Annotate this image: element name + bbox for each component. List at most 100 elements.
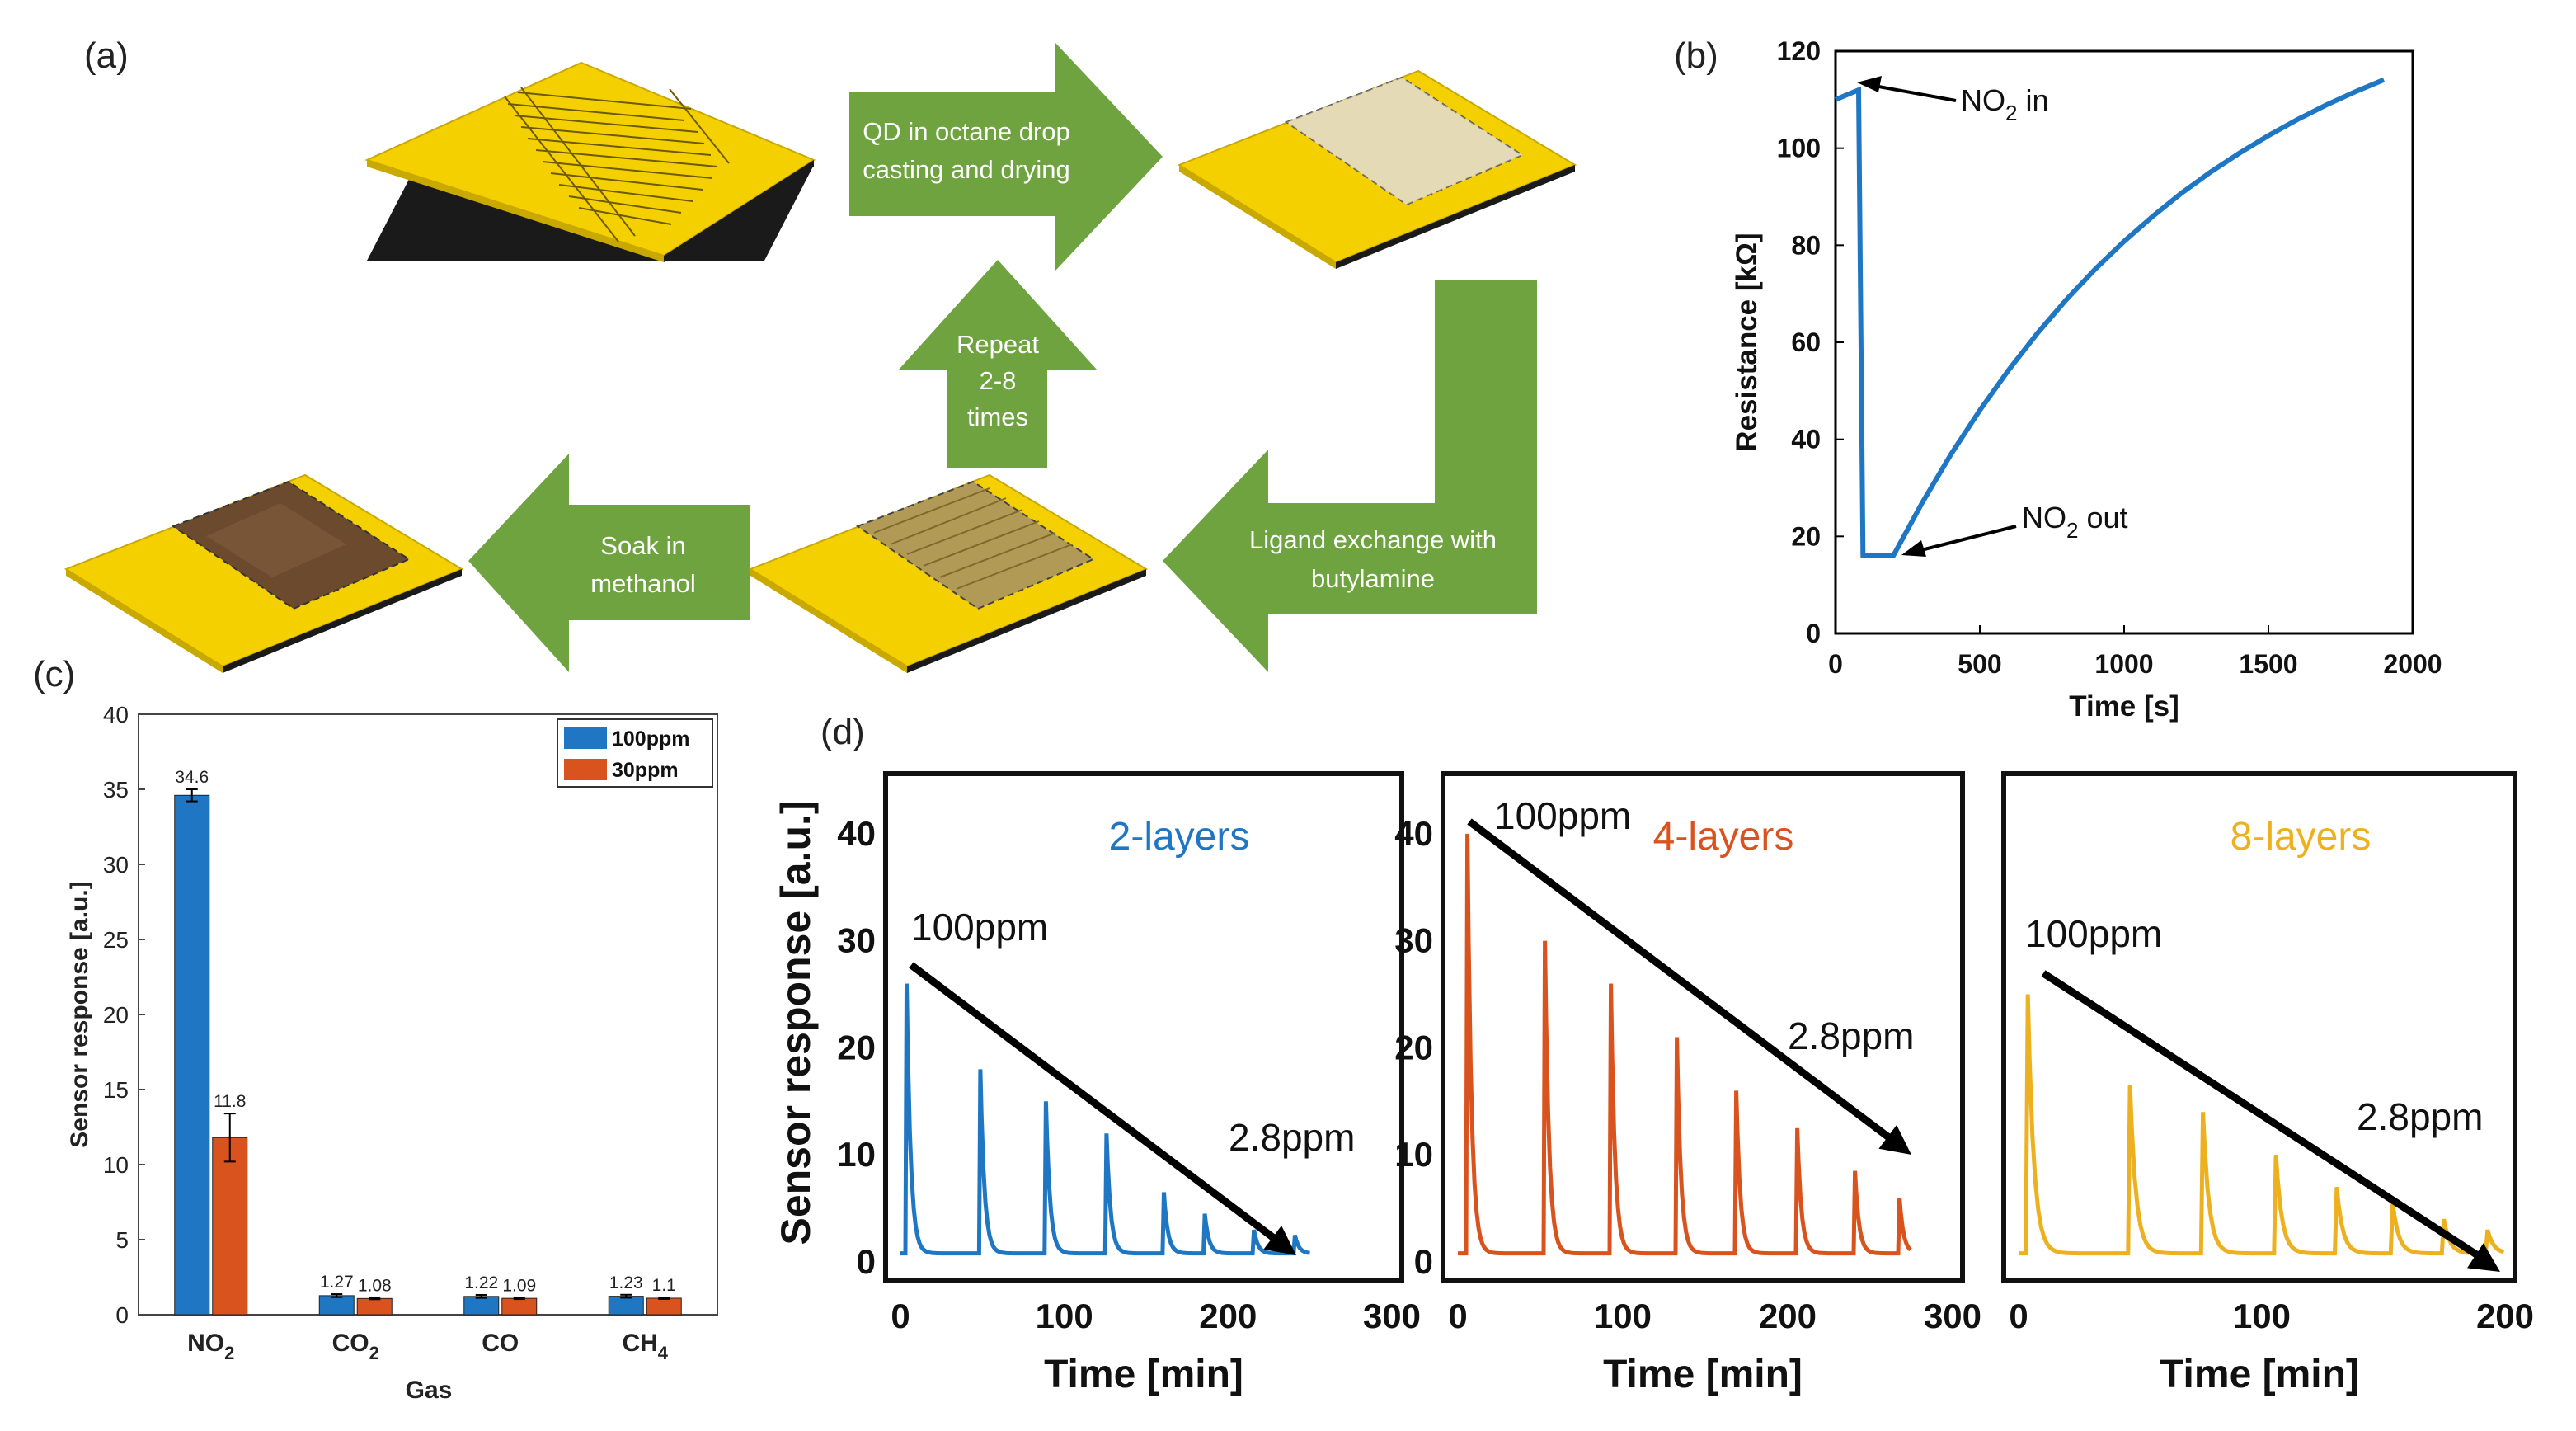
y-tick-label-b: 120	[1777, 36, 1821, 66]
no2-out-main: NO	[2022, 501, 2066, 534]
layer-label: 8-layers	[2230, 815, 2372, 859]
y-tick-label-b: 40	[1791, 425, 1821, 454]
x-tick-label-d: 100	[1594, 1297, 1652, 1335]
x-axis-label-c: Gas	[406, 1377, 453, 1404]
arrow-left-icon: Soak in methanol	[468, 454, 750, 672]
start-label: 100ppm	[2025, 912, 2162, 955]
data-label: 1.22	[464, 1273, 498, 1292]
legend-swatch-100ppm	[564, 727, 607, 749]
bar-100ppm-CH4	[608, 1296, 644, 1316]
error-bar	[223, 1113, 236, 1163]
no2-in-rest: in	[2017, 83, 2048, 117]
y-tick-label-c: 30	[103, 852, 129, 878]
resistance-line	[1834, 77, 2386, 558]
x-tick-label-d: 200	[2476, 1297, 2534, 1335]
y-tick-label-d: 40	[1394, 814, 1433, 853]
x-tick-label-d: 200	[1759, 1297, 1817, 1335]
y-tick-label-d: 0	[1414, 1242, 1433, 1281]
bar-30ppm-CO2	[356, 1297, 393, 1316]
y-tick-label-d: 30	[1394, 921, 1433, 960]
step2-line2: butylamine	[1311, 564, 1435, 593]
trend-arrow	[909, 962, 1284, 1247]
x-axis-label-d: Time [min]	[1044, 1353, 1243, 1396]
error-bar	[658, 1297, 670, 1300]
arrow-up-icon: Repeat 2-8 times	[899, 260, 1097, 468]
response-line	[900, 983, 1310, 1256]
error-bar	[475, 1293, 487, 1299]
annotation-no2-out: NO2 out	[1901, 501, 2128, 557]
x-tick-label-b: 2000	[2383, 649, 2442, 679]
trend-arrow	[1467, 818, 1899, 1146]
bar-30ppm-CH4	[646, 1297, 682, 1316]
data-label: 1.09	[502, 1276, 536, 1295]
data-label: 1.23	[609, 1273, 643, 1292]
plot-frame-d	[1441, 771, 1965, 1283]
panel-label-a: (a)	[84, 35, 129, 76]
sensor-chip-qd-icon	[1177, 69, 1577, 269]
y-tick-label-b: 80	[1791, 230, 1821, 260]
x-axis-label-b: Time [s]	[2069, 690, 2179, 723]
sensor-chip-bare-icon	[364, 61, 816, 262]
no2-out-rest: out	[2078, 501, 2127, 534]
y-tick-label-c: 5	[115, 1227, 129, 1253]
x-tick-label-b: 1500	[2239, 649, 2297, 679]
step3-line2: 2-8	[980, 366, 1017, 395]
end-label: 2.8ppm	[1788, 1014, 1914, 1057]
no2-out-sub: 2	[2066, 518, 2078, 543]
trend-arrowhead	[1263, 1225, 1296, 1255]
step3-line1: Repeat	[957, 330, 1039, 359]
response-line	[1458, 833, 1912, 1256]
y-tick-label-b: 100	[1777, 134, 1821, 163]
panel-label-b: (b)	[1674, 35, 1718, 76]
no2-in-sub: 2	[2005, 101, 2017, 125]
layer-label: 2-layers	[1109, 815, 1250, 859]
error-bar	[331, 1293, 343, 1298]
y-tick-label-d: 0	[857, 1242, 876, 1281]
x-tick-label-b: 1000	[2094, 649, 2153, 679]
y-tick-label-c: 35	[103, 777, 129, 803]
x-tick-label-d: 300	[1924, 1297, 1981, 1335]
bar-30ppm-CO	[501, 1297, 538, 1316]
data-label: 1.1	[652, 1276, 676, 1295]
y-tick-label-c: 20	[103, 1002, 129, 1028]
step1-line2: casting and drying	[863, 155, 1070, 184]
x-tick-label-d: 100	[1036, 1297, 1093, 1335]
svg-text:NO2 in: NO2 in	[1961, 83, 2049, 125]
arrow-right-icon: QD in octane drop casting and drying	[849, 43, 1163, 271]
category-labels-c: NO2 CO2 CO CH4	[187, 1330, 669, 1363]
bar-30ppm-NO2	[212, 1137, 248, 1316]
x-tick-label-d: 100	[2233, 1297, 2291, 1335]
legend-c: 100ppm 30ppm	[557, 718, 713, 788]
step3-line3: times	[967, 402, 1028, 431]
no2-in-main: NO	[1961, 83, 2005, 117]
y-tick-label-d: 20	[1394, 1028, 1433, 1066]
y-tick-label-d: 40	[837, 814, 876, 853]
bar-100ppm-CO2	[318, 1295, 355, 1316]
x-axis-label-d: Time [min]	[1603, 1353, 1803, 1396]
data-label: 1.08	[358, 1276, 392, 1295]
x-tick-label-b: 500	[1958, 649, 2001, 679]
y-tick-label-b: 20	[1791, 521, 1821, 551]
y-tick-label-c: 15	[103, 1077, 129, 1103]
legend-label-100ppm: 100ppm	[612, 727, 689, 751]
category-label: CO2	[332, 1330, 379, 1363]
panel-c: (c) 0 5 10 15 20 25 30 35 40 34.6 11.8 1.27 1.08 1.2…	[33, 654, 718, 1404]
data-label: 34.6	[175, 768, 209, 787]
end-label: 2.8ppm	[2357, 1095, 2483, 1138]
data-label: 1.27	[320, 1273, 354, 1292]
annotation-no2-in: NO2 in	[1857, 76, 2049, 125]
category-label: CH4	[622, 1330, 668, 1363]
bar-100ppm-NO2	[174, 794, 210, 1316]
y-axis-label-d: Sensor response [a.u.]	[773, 800, 819, 1245]
start-label: 100ppm	[1494, 794, 1631, 837]
x-tick-label-d: 0	[1448, 1297, 1467, 1335]
step2-line1: Ligand exchange with	[1249, 525, 1497, 554]
y-tick-label-d: 10	[1394, 1135, 1433, 1174]
y-tick-label-b: 60	[1791, 327, 1821, 357]
layer-label: 4-layers	[1653, 815, 1794, 859]
y-tick-label-c: 0	[115, 1302, 129, 1328]
plot-frame-d	[883, 771, 1404, 1283]
step4-line2: methanol	[590, 569, 696, 598]
step4-line1: Soak in	[600, 531, 685, 560]
